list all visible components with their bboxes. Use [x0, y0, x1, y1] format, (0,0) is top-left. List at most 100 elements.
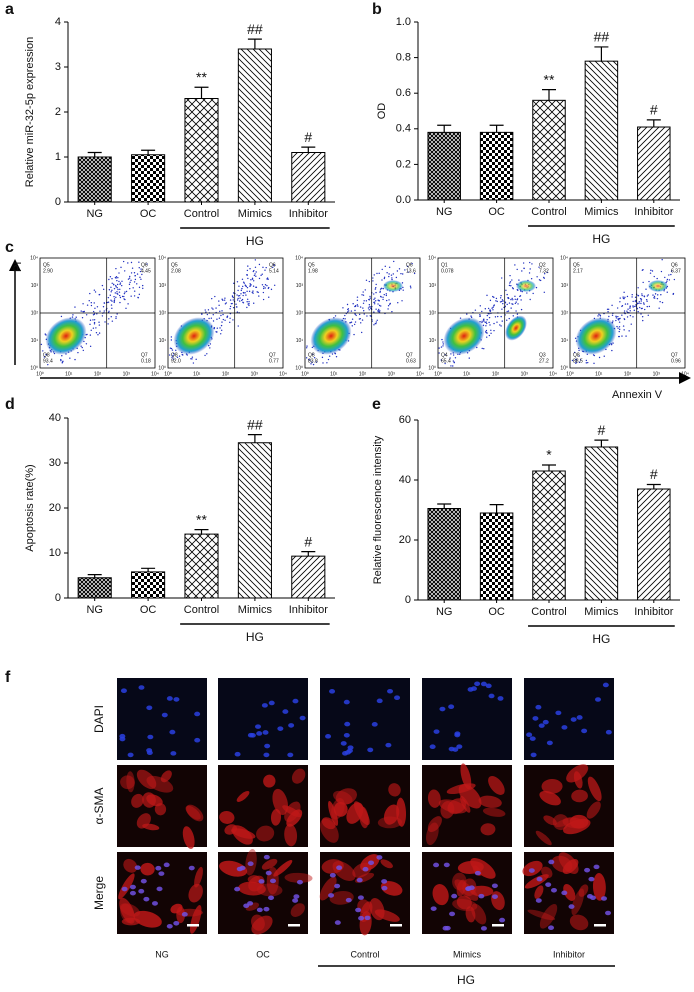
flow-event [634, 305, 636, 308]
panel-letter: e [372, 396, 381, 413]
micrograph [218, 678, 308, 760]
flow-event [92, 327, 95, 329]
nucleus [282, 709, 289, 714]
flow-event [110, 286, 112, 289]
flow-event [102, 288, 105, 291]
flow-event [375, 321, 378, 323]
flow-event [489, 309, 491, 312]
flow-event [621, 335, 623, 337]
flow-event [611, 349, 613, 352]
flow-event [93, 321, 96, 324]
flow-event [632, 305, 634, 307]
flow-event [353, 323, 356, 326]
x-tick-label: Mimics [584, 606, 619, 618]
nucleus [345, 897, 352, 903]
nucleus [581, 728, 588, 734]
flow-event [409, 285, 412, 287]
flow-event [375, 283, 377, 286]
flow-event [618, 321, 621, 323]
nucleus [127, 752, 134, 758]
flow-event [365, 300, 368, 302]
nucleus [194, 711, 201, 717]
quadrant-name: Q7 [269, 352, 276, 358]
nucleus [448, 704, 455, 710]
flow-event [244, 292, 246, 294]
flow-event [215, 331, 217, 333]
flow-event [486, 314, 489, 317]
quadrant-name: Q6 [141, 262, 148, 268]
flow-x-tick-label: 10¹ [463, 371, 471, 377]
flow-event [133, 281, 136, 283]
cell-body [335, 788, 357, 805]
flow-event [360, 331, 363, 334]
flow-event [115, 284, 117, 287]
flow-event [120, 266, 122, 269]
flow-event [115, 316, 117, 318]
significance-marker: ## [247, 416, 263, 432]
flow-event [492, 295, 494, 298]
flow-event [625, 335, 627, 337]
cell-body [328, 801, 339, 826]
x-tick-label: Control [531, 606, 566, 618]
nucleus [264, 743, 271, 749]
flow-event [621, 314, 623, 316]
column-label: Control [350, 949, 379, 959]
flow-event [587, 361, 589, 364]
flow-event [661, 258, 663, 261]
flow-event [111, 289, 113, 292]
flow-event [113, 301, 115, 303]
flow-event [367, 307, 370, 309]
flow-event [623, 291, 625, 294]
cell-body [380, 859, 393, 869]
flow-event [512, 315, 514, 317]
flow-event [615, 317, 618, 319]
flow-event [516, 268, 518, 271]
flow-event [138, 286, 141, 289]
flow-event [312, 353, 314, 355]
flow-y-tick-label: 10¹ [296, 338, 304, 344]
flow-event [82, 303, 84, 305]
x-tick-label: Inhibitor [634, 206, 673, 218]
nucleus [243, 903, 250, 909]
flow-event [382, 298, 384, 301]
flow-event [373, 298, 375, 301]
bar [77, 156, 112, 203]
flow-event [585, 359, 588, 362]
x-tick-label: Mimics [238, 604, 273, 616]
flow-event [344, 314, 346, 317]
flow-event [406, 265, 409, 268]
flow-event [623, 318, 626, 321]
nucleus [151, 901, 158, 906]
flow-event [94, 307, 96, 310]
nucleus [594, 697, 601, 702]
error-bar [594, 439, 609, 447]
cell-body [120, 775, 135, 790]
y-axis-label: Relative fluorescence intensity [372, 435, 384, 584]
flow-event [86, 304, 89, 306]
flow-event [118, 272, 120, 274]
flow-event [261, 273, 263, 275]
nucleus [296, 879, 303, 885]
flow-density [45, 317, 87, 355]
cell-body [482, 807, 506, 817]
flow-event [386, 271, 388, 274]
nucleus [166, 696, 173, 701]
nucleus [329, 689, 336, 694]
flow-event [229, 321, 231, 324]
flow-event [237, 295, 240, 297]
flow-event [192, 362, 195, 364]
flow-event [512, 299, 514, 301]
flow-event [218, 300, 220, 302]
flow-event [127, 303, 129, 305]
cell-body [251, 915, 273, 935]
nucleus [474, 681, 481, 687]
error-bar [542, 89, 556, 101]
flow-event [618, 326, 621, 328]
flow-event [248, 303, 250, 305]
flow-event [190, 358, 192, 360]
flow-event [141, 273, 143, 276]
micrograph [422, 678, 512, 760]
flow-event [372, 277, 374, 279]
flow-event [102, 306, 105, 308]
flow-event [629, 305, 631, 307]
